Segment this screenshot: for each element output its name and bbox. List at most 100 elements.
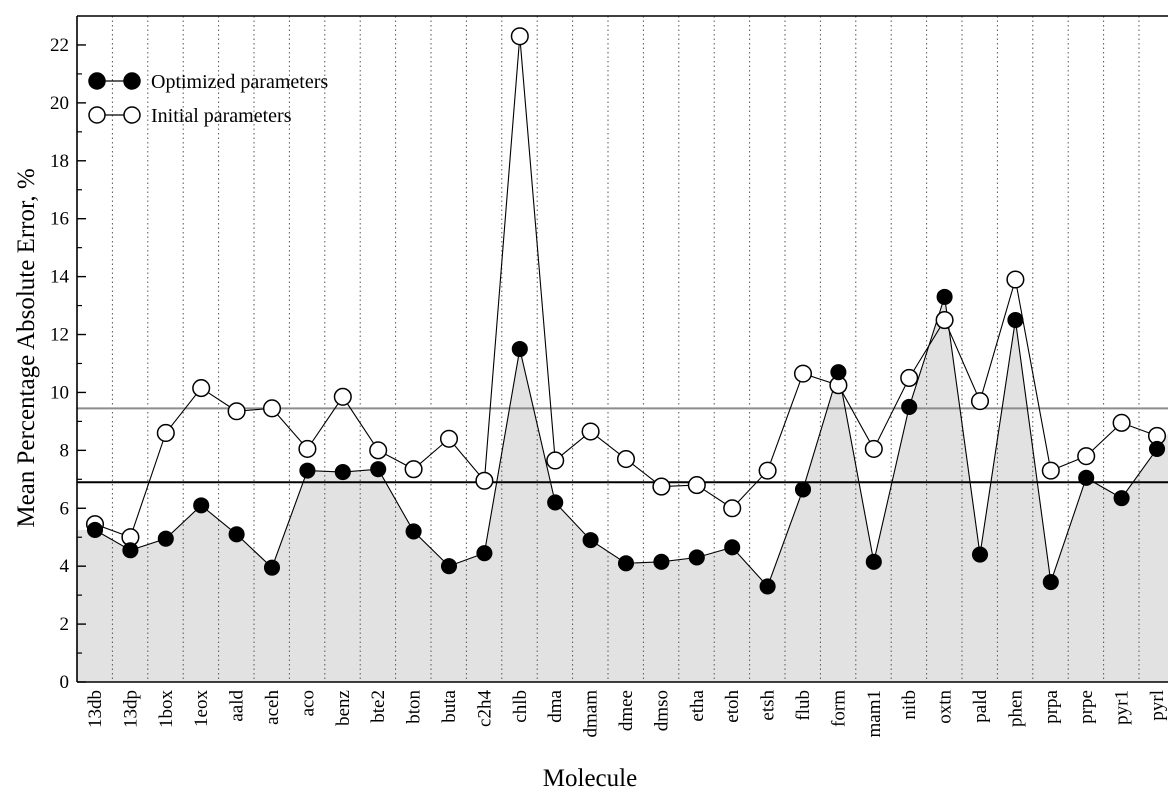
grid-layer: [111, 16, 1140, 682]
initial-point: [475, 471, 494, 490]
x-tick-label: aco: [297, 690, 318, 716]
x-tick-label: aald: [227, 690, 248, 722]
initial-point: [369, 441, 388, 460]
optimized-point: [157, 530, 174, 547]
x-tick-label: 1eox: [191, 690, 212, 727]
optimized-point: [653, 553, 670, 570]
y-tick-label: 16: [50, 209, 69, 230]
optimized-fill-area: [77, 296, 1168, 682]
x-tick-label: buta: [439, 689, 460, 722]
optimized-point: [901, 398, 918, 415]
y-axis-title: Mean Percentage Absolute Error, %: [13, 168, 40, 527]
x-tick-label: chlb: [510, 690, 531, 723]
optimized-point: [476, 545, 493, 562]
y-tick-label: 0: [60, 672, 70, 693]
optimized-point: [936, 288, 953, 305]
initial-point: [227, 402, 246, 421]
y-tick-label: 6: [60, 498, 70, 519]
optimized-point: [1113, 490, 1130, 507]
x-tick-label: dma: [545, 689, 566, 722]
x-tick-label: nitb: [899, 690, 920, 720]
x-tick-label: etha: [687, 689, 708, 721]
x-tick-label: flub: [793, 690, 814, 721]
initial-point: [1006, 270, 1025, 289]
initial-point: [156, 423, 175, 443]
y-tick-label: 4: [60, 556, 70, 577]
legend-initial-marker-right: [123, 106, 141, 124]
optimized-point: [405, 523, 422, 540]
x-tick-label: 1box: [156, 690, 177, 729]
optimized-point: [1042, 574, 1059, 591]
optimized-point: [193, 497, 210, 514]
initial-point: [1077, 447, 1096, 466]
optimized-point: [865, 553, 882, 570]
optimized-point: [547, 494, 564, 511]
optimized-point: [334, 464, 351, 481]
x-tick-label: prpa: [1041, 689, 1062, 723]
initial-point: [793, 364, 813, 383]
optimized-point: [299, 462, 316, 479]
x-tick-label: pald: [970, 690, 991, 723]
initial-point: [510, 27, 529, 46]
x-tick-label: pyrl: [1147, 690, 1168, 721]
optimized-point: [263, 559, 281, 576]
x-tick-label: phen: [1005, 690, 1026, 727]
y-tick-label: 8: [60, 440, 70, 461]
initial-point: [1112, 413, 1131, 432]
x-tick-label: 13db: [85, 690, 106, 728]
x-tick-label: form: [828, 690, 849, 727]
x-tick-label: pyr1: [1112, 690, 1133, 725]
optimized-point: [1078, 469, 1095, 486]
y-tick-label: 14: [50, 267, 70, 288]
reference-lines-layer: [77, 407, 1168, 484]
optimized-point: [971, 546, 989, 563]
optimized-point: [122, 542, 139, 559]
initial-point: [864, 439, 883, 458]
x-axis-title: Molecule: [543, 765, 637, 791]
initial-point: [900, 368, 919, 388]
optimized-point: [830, 364, 847, 381]
x-tick-label: oxtn: [935, 690, 956, 724]
initial-point: [404, 460, 423, 479]
initial-point: [439, 429, 459, 448]
markers-layer: [85, 27, 1167, 595]
initial-point: [333, 387, 352, 406]
x-tick-label: dmee: [616, 690, 637, 731]
fill-area-layer: [77, 296, 1168, 682]
legend: Optimized parameters Initial parameters: [88, 71, 328, 127]
y-tick-label: 2: [60, 614, 70, 635]
optimized-point: [370, 461, 387, 478]
optimized-point: [724, 539, 741, 556]
optimized-point: [1148, 440, 1166, 457]
legend-optimized-marker-left: [88, 72, 106, 90]
x-tick-label: 13dp: [120, 690, 141, 728]
legend-optimized-marker-right: [123, 72, 141, 90]
initial-point: [758, 461, 777, 480]
x-tick-label: bte2: [368, 690, 389, 723]
x-tick-label: benz: [333, 690, 354, 726]
y-tick-label: 18: [50, 151, 69, 172]
x-tick-label: c2h4: [474, 690, 495, 727]
optimized-point: [688, 549, 705, 566]
optimized-point: [617, 555, 635, 572]
x-tick-label: etoh: [722, 690, 743, 723]
optimized-point: [1007, 311, 1024, 329]
axes-layer: [76, 15, 1168, 683]
legend-initial-label: Initial parameters: [151, 105, 292, 127]
optimized-point: [86, 521, 104, 539]
initial-point: [652, 477, 671, 496]
x-tick-label: prpe: [1076, 690, 1097, 724]
x-tick-label: etsh: [758, 690, 779, 721]
initial-point: [546, 451, 565, 470]
x-tick-label: mam1: [864, 690, 885, 738]
y-tick-label: 20: [50, 93, 69, 114]
optimized-point: [511, 340, 528, 358]
initial-point: [687, 476, 706, 495]
optimized-point: [794, 481, 812, 498]
y-tick-label: 10: [50, 382, 69, 403]
initial-point: [616, 449, 636, 469]
initial-point: [1041, 461, 1060, 480]
initial-point: [581, 422, 600, 441]
